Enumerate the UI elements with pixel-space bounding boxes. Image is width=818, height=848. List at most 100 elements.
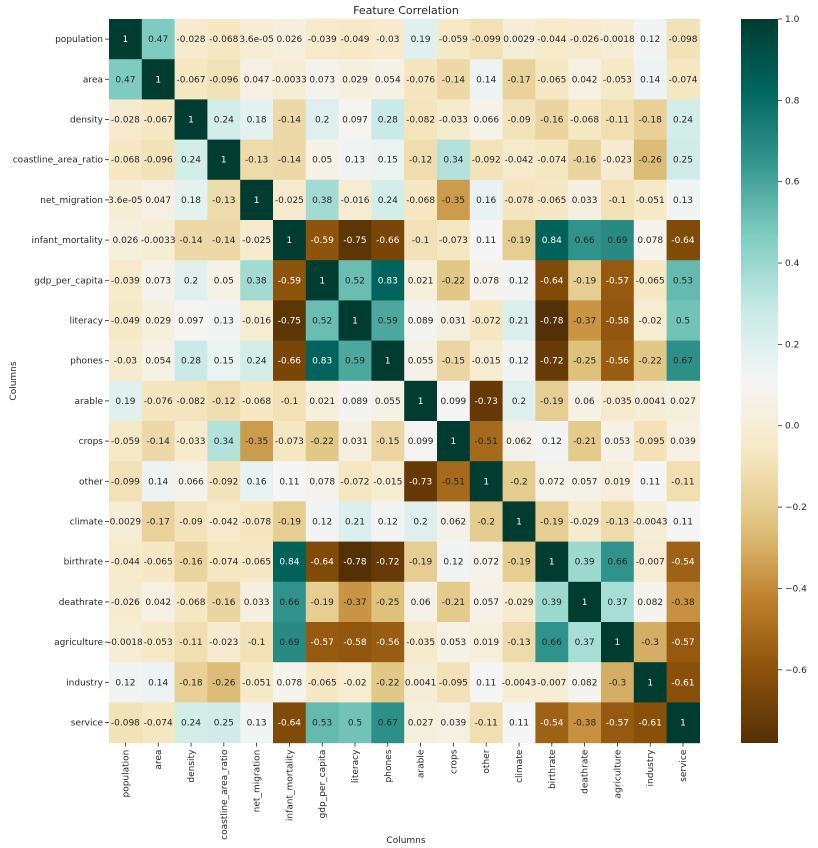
heatmap-cell	[437, 19, 471, 60]
row-tick-label: industry	[66, 678, 104, 688]
heatmap-cell	[371, 461, 405, 502]
heatmap-cell	[469, 220, 504, 261]
cell-value-label: -0.016	[242, 317, 271, 327]
heatmap-cell	[469, 179, 504, 221]
cell-value-label: -0.1	[609, 196, 627, 206]
cell-value-label: -0.13	[507, 638, 530, 648]
cell-value-label: -0.074	[668, 75, 697, 85]
colorbar-tick-label: 0.2	[785, 340, 799, 350]
cell-value-label: -0.049	[340, 35, 369, 45]
heatmap-cell	[273, 340, 307, 382]
cell-value-label: -0.72	[376, 558, 399, 568]
cell-value-label: 0.057	[572, 477, 598, 487]
cell-value-label: 0.082	[637, 598, 663, 608]
heatmap-cell	[174, 662, 208, 703]
heatmap-cell	[305, 380, 340, 422]
cell-value-label: -0.078	[504, 196, 533, 206]
heatmap-cell	[305, 139, 340, 181]
heatmap-cell	[502, 461, 536, 502]
cell-value-label: -0.19	[573, 276, 597, 286]
colorbar-tick-label: 0.6	[785, 178, 800, 188]
heatmap-cell	[469, 622, 504, 663]
cell-value-label: -0.0043	[633, 518, 668, 528]
heatmap-cell	[404, 19, 438, 60]
heatmap-cell	[404, 581, 438, 623]
cell-value-label: 0.11	[509, 719, 529, 729]
cell-value-label: -0.58	[343, 638, 367, 648]
cell-value-label: -0.016	[340, 196, 369, 206]
cell-value-label: 1	[287, 236, 293, 246]
cell-value-label: 0.24	[181, 719, 201, 729]
cell-value-label: 0.15	[214, 357, 234, 367]
heatmap-cell	[141, 622, 176, 663]
cell-value-label: -0.64	[311, 558, 335, 568]
cell-value-label: 0.83	[312, 357, 332, 367]
heatmap-cell	[109, 340, 143, 382]
column-tick-labels: population area density coastline_area_rati…	[121, 742, 689, 840]
cell-value-label: -0.19	[507, 558, 531, 568]
heatmap-cell	[338, 340, 372, 382]
cell-value-label: 0.18	[181, 196, 201, 206]
cell-value-label: 0.033	[572, 196, 598, 206]
cell-value-label: 0.14	[148, 477, 168, 487]
cell-value-label: 0.026	[113, 236, 139, 246]
heatmap-cell	[371, 340, 405, 382]
cell-value-label: -0.065	[537, 196, 566, 206]
cell-value-label: 0.039	[441, 719, 467, 729]
heatmap-cell	[666, 662, 700, 703]
y-axis-label: Columns	[9, 361, 19, 400]
cell-value-label: 1	[615, 638, 621, 648]
heatmap-cell	[535, 300, 569, 342]
heatmap-cell	[568, 501, 602, 543]
cell-value-label: -0.025	[242, 236, 271, 246]
heatmap-cell	[666, 19, 700, 60]
heatmap-cell	[666, 421, 700, 462]
heatmap-cell	[633, 421, 668, 462]
heatmap-cell	[338, 19, 372, 60]
cell-value-label: -0.09	[507, 116, 531, 126]
cell-value-label: 0.24	[378, 196, 398, 206]
row-tick-label: birthrate	[64, 558, 104, 568]
column-tick-label: other	[482, 749, 492, 773]
cell-value-label: 0.12	[542, 437, 562, 447]
heatmap-cell	[535, 59, 569, 100]
heatmap-cell	[141, 581, 176, 623]
cell-value-label: -0.11	[671, 477, 694, 487]
cell-value-label: 0.25	[214, 719, 234, 729]
cell-value-label: -0.074	[209, 558, 238, 568]
row-tick-label: area	[83, 75, 103, 85]
heatmap-cell	[141, 702, 176, 744]
heatmap-cell	[568, 380, 602, 422]
heatmap-cell	[601, 340, 635, 382]
cell-value-label: 0.12	[509, 357, 529, 367]
column-tick-label: deathrate	[581, 749, 591, 794]
cell-value-label: 0.47	[115, 75, 135, 85]
cell-value-label: 0.021	[408, 276, 434, 286]
heatmap-cell	[633, 702, 668, 744]
heatmap-cell	[240, 99, 274, 141]
cell-value-label: -0.54	[540, 719, 564, 729]
heatmap-cell	[469, 581, 504, 623]
cell-value-label: -0.16	[540, 116, 564, 126]
cell-value-label: -0.098	[668, 35, 697, 45]
cell-value-label: 0.062	[506, 437, 532, 447]
cell-value-label: -0.065	[636, 276, 665, 286]
heatmap-cell	[273, 220, 307, 261]
heatmap-cell	[109, 501, 143, 543]
heatmap-cell	[109, 622, 143, 663]
cell-value-label: -0.26	[212, 678, 236, 688]
heatmap-cell	[338, 421, 372, 462]
cell-value-label: -0.13	[245, 156, 268, 166]
heatmap-cell	[633, 220, 668, 261]
heatmap-cell	[338, 139, 372, 181]
cell-value-label: -0.14	[147, 437, 171, 447]
cell-value-label: -0.18	[179, 678, 203, 688]
cell-value-label: 0.13	[673, 196, 693, 206]
cell-value-label: 0.047	[145, 196, 171, 206]
heatmap-cell	[338, 702, 372, 744]
heatmap-cell	[601, 702, 635, 744]
heatmap-cell	[601, 179, 635, 221]
cell-value-label: 0.047	[244, 75, 270, 85]
cell-value-label: 0.47	[148, 35, 168, 45]
heatmap-cell	[338, 220, 372, 261]
